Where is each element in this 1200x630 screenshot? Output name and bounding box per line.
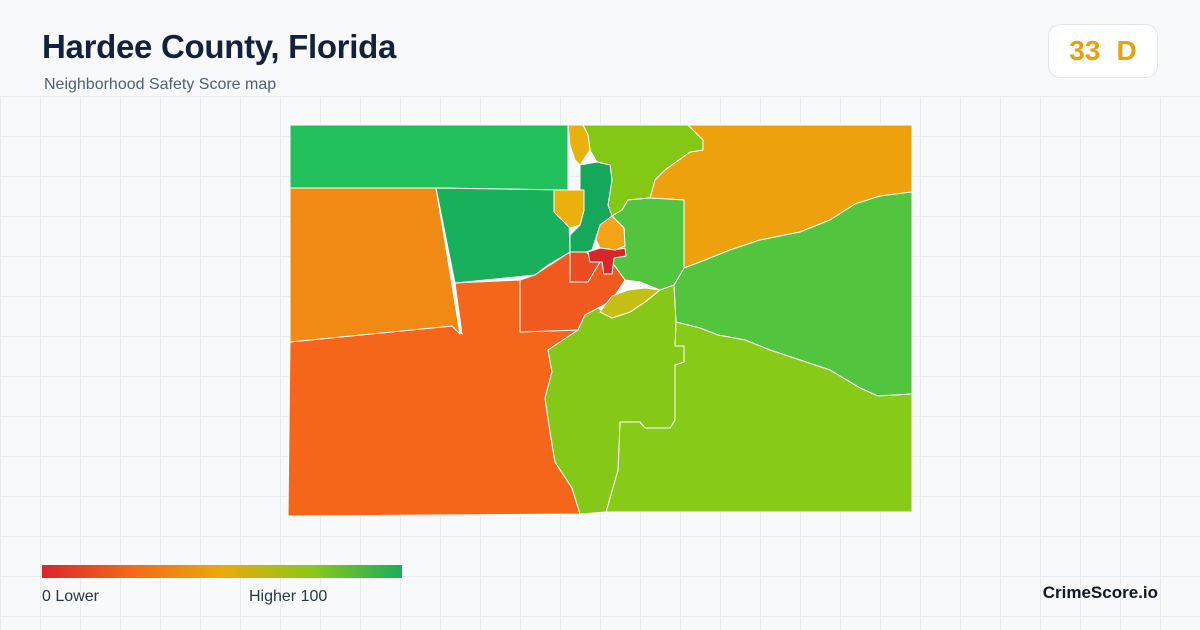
score-grade: D [1116, 35, 1137, 66]
region-town-olive[interactable] [599, 287, 661, 319]
region-west[interactable] [289, 187, 461, 343]
page-subtitle: Neighborhood Safety Score map [44, 76, 277, 93]
legend-max-label: Higher 100 [249, 588, 328, 605]
region-north-west[interactable] [289, 124, 569, 191]
score-value: 33 [1069, 35, 1101, 66]
legend-min-label: 0 Lower [42, 588, 99, 605]
region-north-narrow[interactable] [567, 124, 591, 166]
region-town-yellow[interactable] [553, 189, 585, 229]
safety-score-badge: 33 D [1048, 24, 1158, 78]
brand-logo-text[interactable]: CrimeScore.io [1042, 583, 1158, 602]
legend-gradient-bar [42, 565, 402, 578]
region-town-core[interactable] [587, 247, 627, 275]
region-town-east[interactable] [595, 215, 626, 251]
page-title: Hardee County, Florida [42, 28, 396, 65]
